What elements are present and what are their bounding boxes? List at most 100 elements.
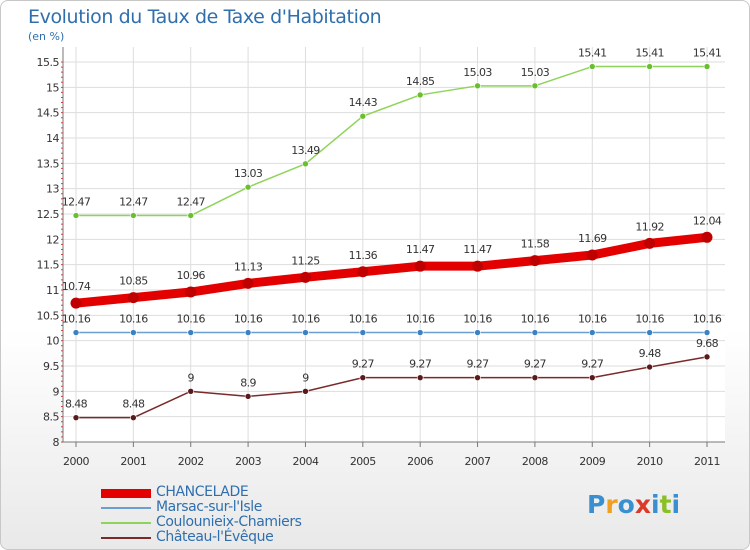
data-label-2: 15.41 — [578, 47, 607, 60]
brand-letter: x — [634, 490, 651, 519]
series-point-0 — [701, 231, 713, 243]
y-tick-label: 9 — [53, 385, 60, 398]
x-tick-label: 2011 — [694, 455, 720, 468]
legend-label-0: CHANCELADE — [156, 484, 249, 500]
series-line-3 — [75, 356, 708, 419]
data-label-1: 10.16 — [234, 313, 263, 326]
data-label-0: 11.58 — [521, 238, 550, 251]
series-point-1 — [244, 329, 252, 336]
x-tick-label: 2007 — [465, 455, 491, 468]
series-point-1 — [72, 329, 80, 336]
data-label-1: 10.16 — [406, 313, 435, 326]
data-label-3: 9.27 — [524, 358, 547, 371]
data-label-0: 11.47 — [406, 243, 435, 256]
brand-letter: o — [617, 490, 635, 519]
legend-swatch-3 — [101, 537, 151, 539]
series-point-0 — [529, 255, 541, 267]
series-point-0 — [127, 292, 139, 304]
data-label-0: 11.69 — [578, 232, 607, 245]
data-label-2: 13.03 — [234, 167, 263, 180]
data-label-0: 11.92 — [635, 220, 664, 233]
data-label-1: 10.16 — [291, 313, 320, 326]
series-point-3 — [646, 363, 653, 371]
data-label-1: 10.16 — [62, 313, 91, 326]
x-tick-label: 2006 — [407, 455, 433, 468]
y-tick-label: 10 — [46, 335, 59, 348]
brand-letter: t — [659, 490, 672, 519]
y-tick-label: 8.5 — [43, 411, 59, 424]
y-tick-label: 13 — [46, 183, 59, 196]
brand-letter: i — [671, 490, 681, 519]
series-point-3 — [244, 393, 252, 400]
series-point-0 — [299, 271, 311, 283]
series-line-2 — [75, 65, 708, 217]
data-label-1: 10.16 — [578, 313, 607, 326]
data-label-0: 10.85 — [119, 275, 148, 288]
series-point-1 — [302, 329, 309, 336]
y-tick-label: 11 — [46, 284, 59, 297]
chart-title: Evolution du Taux de Taxe d'Habitation — [28, 6, 382, 28]
series-point-1 — [588, 329, 596, 336]
data-label-3: 9 — [302, 371, 309, 384]
data-label-2: 14.43 — [349, 96, 378, 109]
data-label-0: 11.13 — [234, 260, 263, 273]
data-label-1: 10.16 — [521, 313, 550, 326]
y-tick-label: 11.5 — [37, 259, 60, 272]
y-tick-label: 15.5 — [37, 56, 60, 69]
data-label-1: 10.16 — [463, 313, 492, 326]
x-tick-label: 2003 — [235, 455, 261, 468]
y-tick-label: 12.5 — [37, 208, 60, 221]
series-point-0 — [472, 260, 484, 272]
series-point-2 — [416, 91, 424, 99]
series-point-3 — [187, 388, 195, 395]
data-label-2: 15.41 — [693, 47, 722, 60]
data-label-1: 10.16 — [693, 313, 722, 326]
series-point-2 — [703, 63, 711, 70]
y-tick-label: 9.5 — [43, 360, 59, 373]
series-point-3 — [531, 374, 539, 381]
series-point-2 — [244, 183, 252, 191]
series-point-0 — [242, 277, 254, 289]
data-label-1: 10.16 — [119, 313, 148, 326]
series-point-3 — [359, 374, 367, 381]
data-label-0: 12.04 — [693, 214, 722, 227]
data-label-2: 12.47 — [176, 196, 205, 209]
series-point-0 — [185, 286, 197, 298]
data-label-3: 9.27 — [409, 358, 432, 371]
legend-swatch-0 — [101, 489, 151, 498]
x-tick-label: 2002 — [178, 455, 204, 468]
series-point-1 — [646, 329, 653, 336]
brand-logo: Proxiti — [587, 490, 680, 519]
series-point-1 — [703, 329, 711, 336]
data-label-1: 10.16 — [349, 313, 378, 326]
series-point-2 — [130, 212, 137, 219]
data-label-0: 11.25 — [291, 254, 320, 267]
series-point-3 — [72, 414, 80, 421]
legend-label-1: Marsac-sur-l'Isle — [156, 499, 262, 515]
series-point-2 — [531, 82, 539, 90]
series-point-3 — [703, 353, 711, 361]
series-point-3 — [474, 374, 481, 381]
data-label-1: 10.16 — [176, 313, 205, 326]
data-label-2: 15.03 — [521, 66, 550, 79]
data-label-0: 11.47 — [463, 243, 492, 256]
series-point-1 — [531, 329, 539, 336]
data-label-2: 15.03 — [463, 66, 492, 79]
y-tick-label: 8 — [53, 436, 60, 449]
legend-swatch-2 — [101, 522, 151, 524]
data-label-2: 12.47 — [62, 196, 91, 209]
data-label-3: 9.68 — [696, 337, 719, 350]
y-axis-unit: (en %) — [28, 30, 65, 43]
x-tick-label: 2000 — [63, 455, 89, 468]
data-label-2: 13.49 — [291, 144, 320, 157]
data-label-0: 11.36 — [349, 249, 378, 262]
data-label-3: 9.27 — [466, 358, 489, 371]
data-label-3: 8.9 — [240, 376, 256, 389]
series-point-3 — [130, 414, 137, 421]
data-label-2: 15.41 — [635, 47, 664, 60]
series-point-1 — [416, 329, 424, 336]
series-point-2 — [646, 63, 653, 70]
series-point-1 — [187, 329, 195, 336]
